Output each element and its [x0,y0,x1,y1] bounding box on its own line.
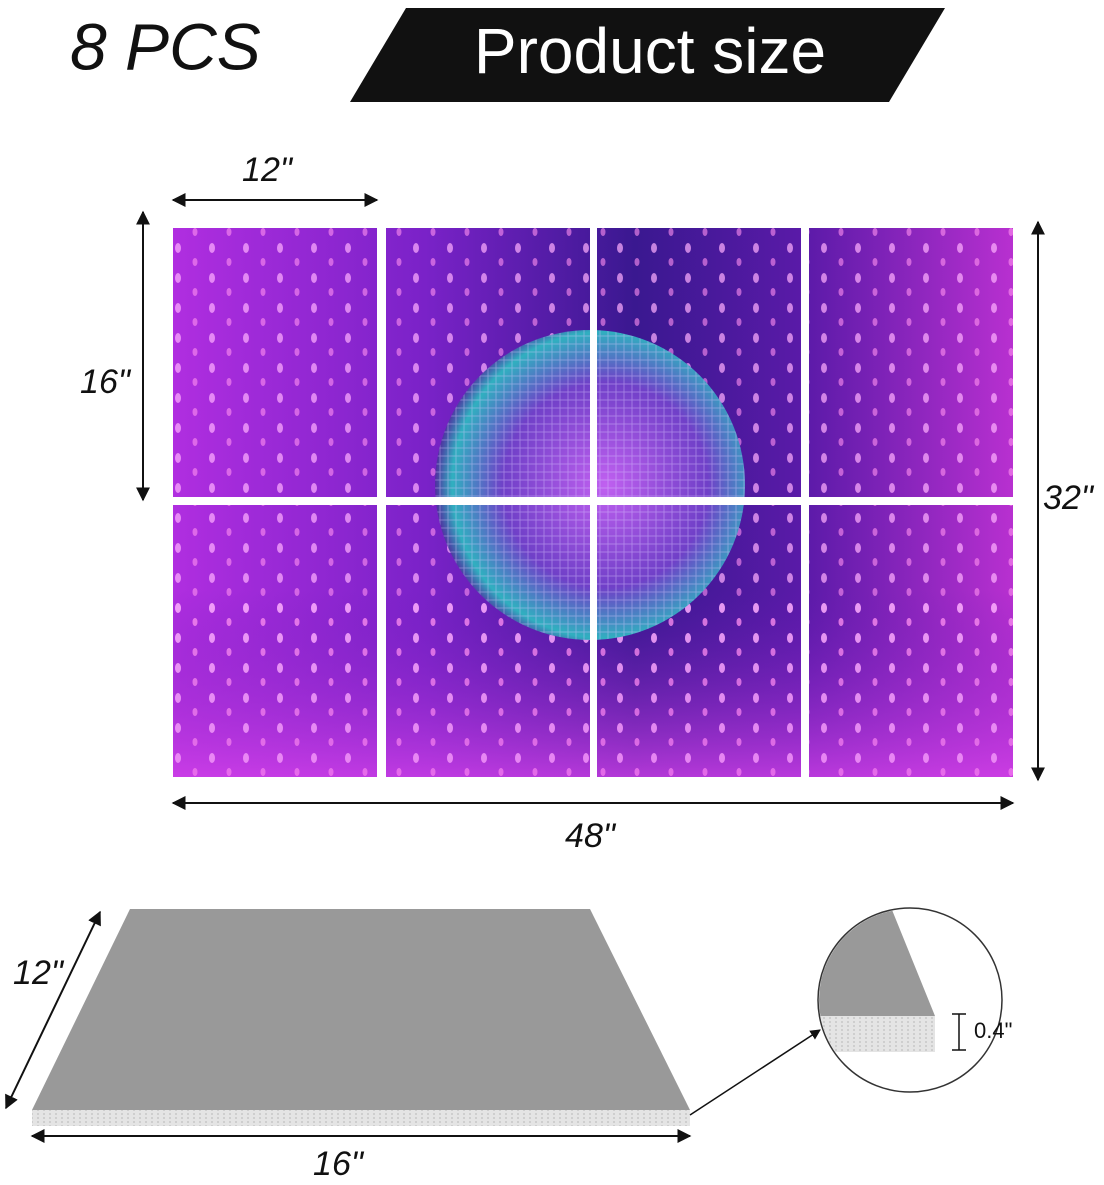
dimension-arrows [5,193,1045,1143]
board-depth-label: 12" [13,954,65,992]
thickness-bracket [952,1013,966,1051]
board-width-label: 16" [313,1145,365,1183]
title: Product size [474,15,826,87]
piece-count: 8 PCS [70,9,261,83]
board-edge [32,1110,690,1126]
title-banner [350,8,945,102]
single-width-label: 12" [242,151,294,189]
board-face [32,909,690,1110]
single-height-label: 16" [80,363,132,401]
total-height-label: 32" [1043,479,1095,517]
panel-gaps [165,220,1021,785]
thickness-label: 0.4" [974,1018,1012,1043]
detail-pointer [689,1029,821,1116]
detail-circle [817,907,1003,1093]
thickness-detail [819,909,935,1052]
total-width-label: 48" [565,817,617,855]
